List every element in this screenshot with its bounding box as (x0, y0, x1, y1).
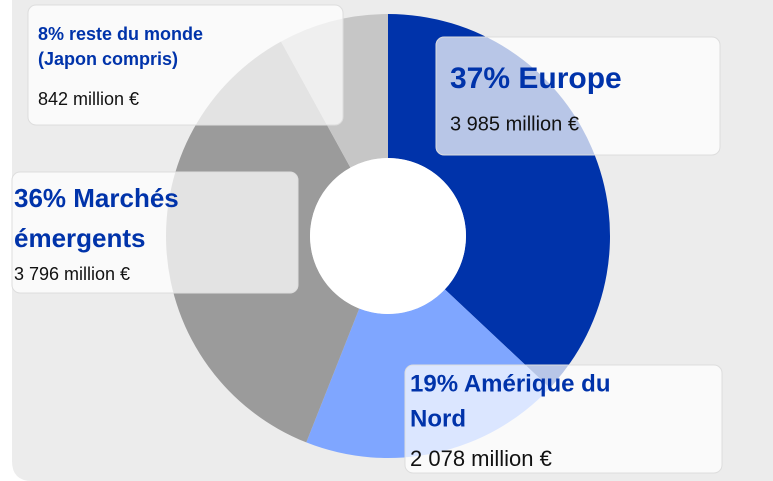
label-box (404, 364, 723, 474)
slice-label: (Japon compris) (38, 49, 178, 69)
slice-label: 8% reste du monde (38, 24, 203, 44)
slice-label: 19% Amérique du (410, 370, 611, 397)
donut-hole (310, 158, 466, 314)
slice-label: 37% Europe (450, 62, 622, 95)
slice-label: Nord (410, 405, 466, 432)
label-box (27, 4, 344, 126)
amount-label: 3 985 million € (450, 113, 579, 135)
slice-label: 36% Marchés (14, 183, 179, 213)
amount-label: 3 796 million € (14, 264, 130, 284)
label-box (435, 36, 721, 156)
amount-label: 2 078 million € (410, 446, 552, 471)
label-box (11, 171, 299, 294)
amount-label: 842 million € (38, 89, 139, 109)
slice-label: émergents (14, 223, 146, 253)
